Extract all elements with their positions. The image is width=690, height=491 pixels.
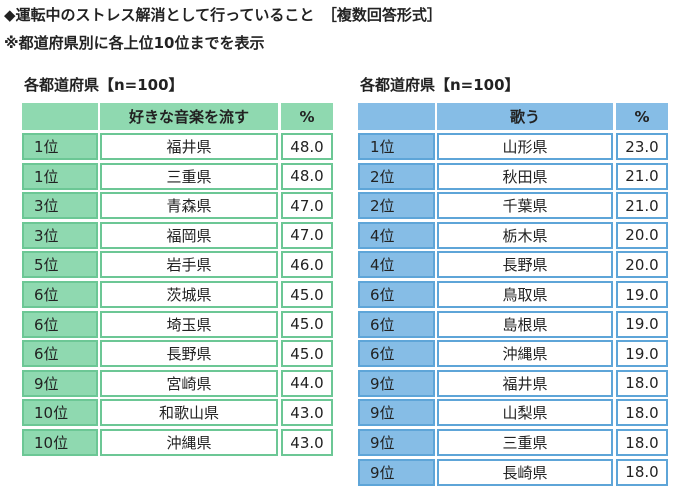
percent-cell: 43.0 — [281, 429, 333, 456]
rank-cell: 4位 — [358, 251, 435, 279]
percent-cell: 45.0 — [281, 310, 333, 338]
rank-cell: 9位 — [358, 458, 435, 486]
rank-cell: 6位 — [358, 281, 435, 308]
header-cell: 好きな音楽を流す — [100, 103, 278, 130]
header-cell: % — [616, 103, 668, 130]
rank-cell: 9位 — [358, 399, 435, 427]
percent-cell: 46.0 — [281, 251, 333, 279]
percent-cell: 18.0 — [616, 399, 668, 427]
header-cell: 歌う — [437, 103, 613, 130]
rank-cell: 6位 — [358, 310, 435, 338]
prefecture-cell: 秋田県 — [437, 162, 613, 190]
percent-cell: 21.0 — [616, 162, 668, 190]
percent-cell: 18.0 — [616, 429, 668, 456]
prefecture-cell: 茨城県 — [100, 281, 278, 308]
percent-cell: 47.0 — [281, 221, 333, 249]
percent-cell: 18.0 — [616, 458, 668, 486]
rank-cell: 1位 — [22, 162, 98, 190]
rank-cell: 5位 — [22, 251, 98, 279]
percent-cell: 21.0 — [616, 192, 668, 220]
prefecture-cell: 福岡県 — [100, 221, 278, 249]
prefecture-cell: 山梨県 — [437, 399, 613, 427]
rank-cell: 2位 — [358, 162, 435, 190]
rank-cell: 1位 — [358, 133, 435, 160]
prefecture-cell: 埼玉県 — [100, 310, 278, 338]
percent-cell: 45.0 — [281, 281, 333, 308]
table-caption: 各都道府県【n=100】 — [24, 76, 184, 94]
prefecture-cell: 宮崎県 — [100, 369, 278, 397]
header-cell — [358, 103, 435, 130]
percent-cell: 19.0 — [616, 310, 668, 338]
percent-cell: 47.0 — [281, 192, 333, 220]
prefecture-cell: 福井県 — [437, 369, 613, 397]
percent-cell: 20.0 — [616, 251, 668, 279]
percent-cell: 20.0 — [616, 221, 668, 249]
header-cell: % — [281, 103, 333, 130]
note: ※都道府県別に各上位10位までを表示 — [4, 34, 265, 52]
rank-cell: 3位 — [22, 192, 98, 220]
rank-cell: 3位 — [22, 221, 98, 249]
title: ◆運転中のストレス解消として行っていること ［複数回答形式］ — [4, 6, 442, 24]
rank-cell: 9位 — [358, 369, 435, 397]
prefecture-cell: 三重県 — [100, 162, 278, 190]
percent-cell: 45.0 — [281, 340, 333, 368]
prefecture-cell: 和歌山県 — [100, 399, 278, 427]
percent-cell: 19.0 — [616, 281, 668, 308]
prefecture-cell: 岩手県 — [100, 251, 278, 279]
rank-cell: 10位 — [22, 429, 98, 456]
rank-cell: 9位 — [358, 429, 435, 456]
rank-cell: 9位 — [22, 369, 98, 397]
prefecture-cell: 長崎県 — [437, 458, 613, 486]
header-cell — [22, 103, 98, 130]
rank-cell: 6位 — [22, 310, 98, 338]
prefecture-cell: 青森県 — [100, 192, 278, 220]
prefecture-cell: 福井県 — [100, 133, 278, 160]
rank-cell: 6位 — [358, 340, 435, 368]
table-caption: 各都道府県【n=100】 — [360, 76, 520, 94]
percent-cell: 48.0 — [281, 162, 333, 190]
prefecture-cell: 千葉県 — [437, 192, 613, 220]
rank-cell: 10位 — [22, 399, 98, 427]
rank-cell: 6位 — [22, 340, 98, 368]
prefecture-cell: 栃木県 — [437, 221, 613, 249]
rank-cell: 1位 — [22, 133, 98, 160]
percent-cell: 23.0 — [616, 133, 668, 160]
prefecture-cell: 長野県 — [437, 251, 613, 279]
percent-cell: 48.0 — [281, 133, 333, 160]
prefecture-cell: 沖縄県 — [100, 429, 278, 456]
rank-cell: 2位 — [358, 192, 435, 220]
percent-cell: 44.0 — [281, 369, 333, 397]
rank-cell: 6位 — [22, 281, 98, 308]
rank-cell: 4位 — [358, 221, 435, 249]
percent-cell: 19.0 — [616, 340, 668, 368]
prefecture-cell: 鳥取県 — [437, 281, 613, 308]
prefecture-cell: 島根県 — [437, 310, 613, 338]
prefecture-cell: 沖縄県 — [437, 340, 613, 368]
prefecture-cell: 長野県 — [100, 340, 278, 368]
prefecture-cell: 山形県 — [437, 133, 613, 160]
percent-cell: 18.0 — [616, 369, 668, 397]
prefecture-cell: 三重県 — [437, 429, 613, 456]
percent-cell: 43.0 — [281, 399, 333, 427]
